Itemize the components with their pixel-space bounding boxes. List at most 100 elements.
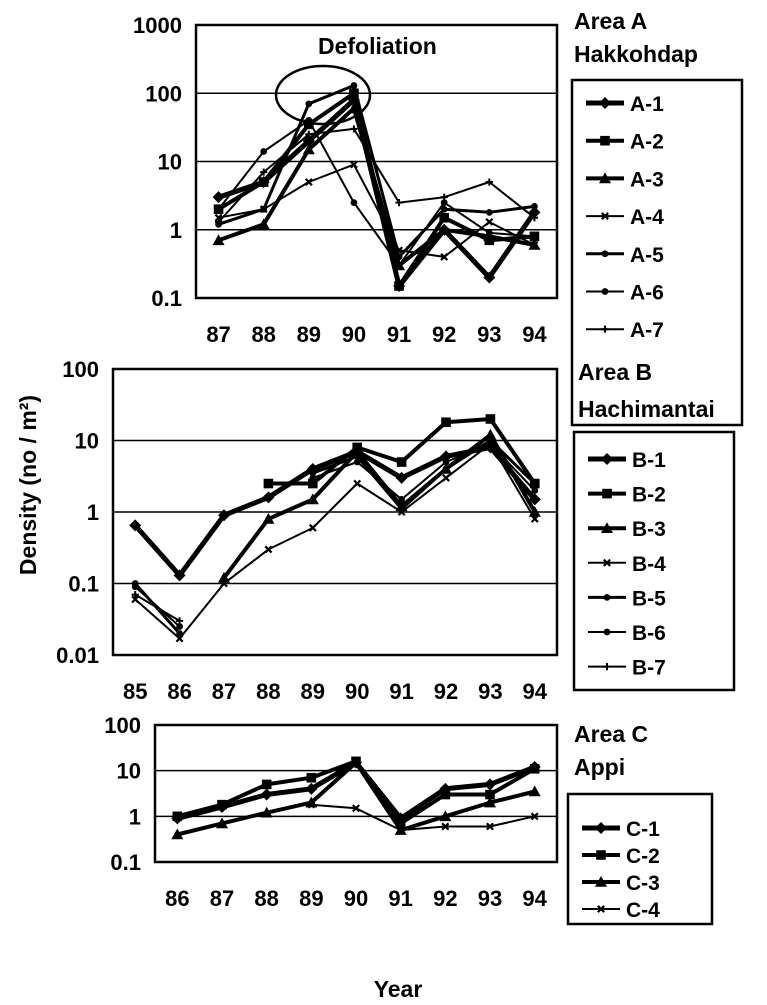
data-point	[353, 479, 362, 488]
x-tick-label: 91	[389, 679, 413, 704]
x-tick-label: 86	[165, 886, 189, 911]
data-point	[530, 240, 539, 249]
data-point	[442, 465, 450, 473]
panel-title: Area B	[578, 359, 652, 385]
data-point	[171, 828, 184, 840]
y-tick-label: 1000	[133, 13, 182, 38]
legend-label: B-5	[632, 587, 666, 610]
y-tick-label: 1	[170, 218, 182, 243]
legend-marker	[597, 905, 605, 913]
panel-b: 100 10 1 0.1 0.01 85 86 87 88 89 90 91 92 93 94 Area B H…	[56, 357, 736, 704]
legend-label: C-2	[626, 845, 660, 868]
data-point	[395, 198, 403, 207]
data-point	[217, 799, 227, 810]
data-point	[530, 812, 539, 821]
y-tick-label: 100	[104, 713, 141, 738]
series-c-4	[307, 800, 539, 835]
series-b-4	[131, 439, 539, 643]
series-line	[134, 442, 536, 628]
data-point	[172, 811, 183, 822]
data-point	[438, 223, 451, 235]
panel-title: Area C	[574, 721, 648, 747]
data-point	[258, 177, 269, 187]
data-point	[131, 595, 140, 604]
series-line	[217, 127, 536, 223]
series-b-7	[131, 590, 184, 625]
panel-a: 1000 100 10 1 0.1 87 88 89 90 91 92 93 94 Area A Hakko…	[133, 8, 744, 427]
x-tick-label: 89	[297, 322, 321, 347]
x-tick-label: 92	[434, 679, 458, 704]
legend-marker	[603, 628, 611, 636]
y-tick-label: 100	[62, 357, 99, 382]
x-tick-label: 90	[342, 322, 366, 347]
data-point	[484, 796, 496, 808]
legend-label: A-7	[630, 319, 664, 342]
defoliation-ellipse	[274, 64, 372, 126]
legend-marker	[596, 850, 606, 860]
data-point	[394, 281, 404, 291]
x-tick-label: 90	[345, 679, 369, 704]
data-point	[264, 545, 273, 554]
data-point	[484, 778, 496, 791]
data-point	[440, 789, 451, 800]
legend-box	[566, 792, 714, 926]
data-point	[442, 458, 450, 466]
data-point	[529, 763, 540, 774]
data-point	[485, 218, 494, 226]
plot-frame	[194, 23, 559, 300]
data-point	[257, 218, 270, 230]
data-point	[441, 822, 450, 831]
data-point	[440, 205, 448, 213]
x-tick-label: 91	[388, 886, 412, 911]
panel-subtitle: Hakkohdap	[574, 41, 698, 67]
data-point	[260, 806, 273, 818]
data-point	[398, 505, 405, 513]
data-point	[176, 617, 184, 625]
legend-label: A-4	[630, 206, 664, 229]
legend-label: A-5	[630, 244, 664, 267]
series-line	[134, 442, 536, 640]
data-point	[215, 205, 222, 213]
data-point	[307, 800, 316, 809]
series-line	[311, 803, 535, 832]
data-point	[262, 512, 275, 524]
legend-label: C-3	[626, 872, 660, 895]
panel-title: Area A	[574, 8, 647, 34]
legend-marker	[601, 522, 613, 533]
y-tick-label: 10	[75, 429, 99, 454]
data-point	[485, 789, 495, 800]
data-point	[486, 822, 494, 831]
data-point	[350, 82, 358, 89]
data-point	[350, 160, 358, 169]
legend-marker	[601, 250, 609, 258]
data-point	[440, 193, 448, 201]
data-point	[131, 590, 139, 599]
data-point	[441, 417, 451, 428]
y-tick-label: 0.1	[110, 850, 141, 875]
data-point	[440, 450, 452, 463]
y-tick-label: 1	[87, 500, 99, 525]
data-point	[260, 168, 268, 176]
data-point	[395, 253, 403, 261]
data-point	[528, 785, 541, 797]
legend-box	[572, 430, 736, 692]
panel-c: 100 10 1 0.1 86 87 88 89 90 91 92 93 94 Area C Appi C-1…	[104, 713, 714, 926]
x-tick-label: 94	[523, 679, 548, 704]
x-tick-label: 90	[344, 886, 368, 911]
data-point	[485, 229, 493, 237]
data-point	[306, 772, 317, 783]
legend-marker	[602, 488, 612, 499]
x-tick-label: 88	[254, 886, 278, 911]
series-line	[134, 593, 181, 622]
data-point	[528, 493, 541, 506]
legend-marker	[595, 876, 607, 887]
x-tick-label: 86	[167, 679, 191, 704]
data-point	[395, 262, 403, 269]
annotation-label: Defoliation	[318, 33, 437, 59]
data-point	[216, 817, 228, 829]
data-point	[304, 119, 314, 130]
data-point	[440, 252, 449, 261]
x-tick-label: 88	[256, 679, 280, 704]
x-tick-label: 93	[478, 679, 502, 704]
y-tick-label: 0.1	[151, 286, 182, 311]
